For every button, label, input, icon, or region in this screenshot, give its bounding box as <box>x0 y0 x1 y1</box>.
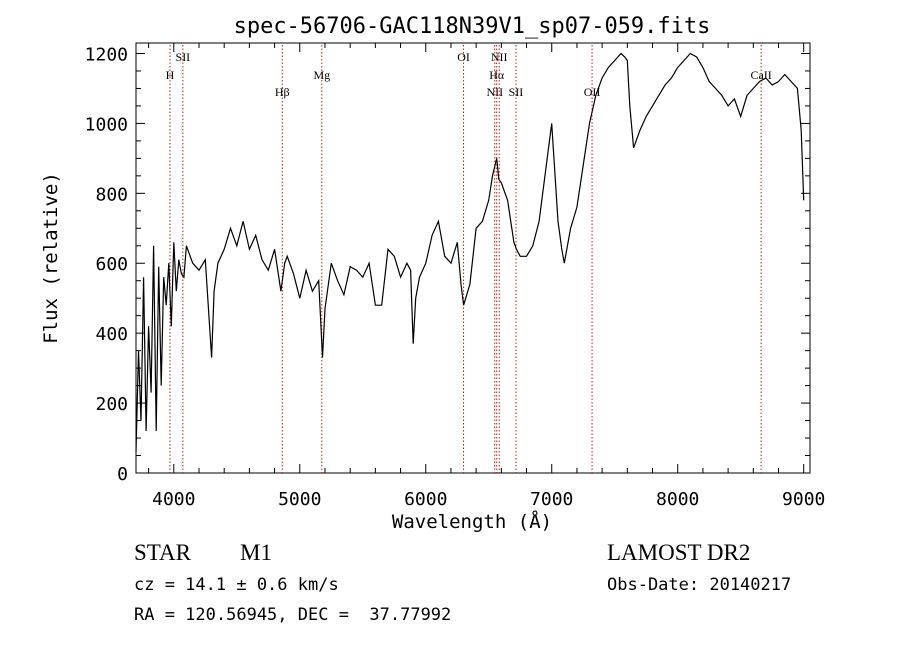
spectral-line-label: SII <box>509 85 524 99</box>
survey-name: LAMOST DR2 <box>607 540 750 565</box>
y-axis-label: Flux (relative) <box>40 172 62 344</box>
chart-title: spec-56706-GAC118N39V1_sp07-059.fits <box>234 14 711 39</box>
x-tick-label: 5000 <box>278 489 321 510</box>
x-tick-label: 6000 <box>404 489 447 510</box>
y-tick-label: 200 <box>95 394 128 415</box>
spectral-line-label: H <box>166 68 175 82</box>
footer-info: STAR M1 LAMOST DR2 cz = 14.1 ± 0.6 km/s … <box>134 540 791 625</box>
x-tick-label: 8000 <box>656 489 699 510</box>
spectral-line-label: Hβ <box>275 85 290 99</box>
spectral-line-label: CaII <box>750 68 771 82</box>
y-tick-label: 1200 <box>85 44 128 65</box>
object-class: STAR <box>134 540 192 565</box>
spectral-line-label: NII <box>491 50 508 64</box>
y-tick-label: 800 <box>95 184 128 205</box>
x-tick-label: 4000 <box>152 489 195 510</box>
redshift-value: cz = 14.1 ± 0.6 km/s <box>134 575 339 595</box>
coordinates: RA = 120.56945, DEC = 37.77992 <box>134 605 451 625</box>
y-tick-label: 1000 <box>85 114 128 135</box>
y-tick-label: 600 <box>95 254 128 275</box>
spectral-line-label: NII <box>486 85 503 99</box>
y-tick-label: 0 <box>117 464 128 485</box>
plot-frame <box>135 42 811 474</box>
y-axis-ticks: 0 200 400 600 800 1000 1200 <box>85 44 810 485</box>
x-axis-ticks: 4000 5000 6000 7000 8000 9000 <box>148 43 825 510</box>
spectrum-series-line <box>135 52 805 453</box>
x-axis-label: Wavelength (Å) <box>392 510 552 533</box>
y-tick-label: 400 <box>95 324 128 345</box>
spectral-line-label: Mg <box>313 68 330 82</box>
spectral-line-label: Hα <box>489 68 505 82</box>
x-tick-label: 7000 <box>530 489 573 510</box>
spectral-line-label: OI <box>457 50 470 64</box>
obs-date: Obs-Date: 20140217 <box>607 575 791 595</box>
object-subclass: M1 <box>240 540 272 565</box>
spectral-line-label: OII <box>584 85 601 99</box>
x-tick-label: 9000 <box>782 489 825 510</box>
spectral-line-label: SII <box>176 50 191 64</box>
